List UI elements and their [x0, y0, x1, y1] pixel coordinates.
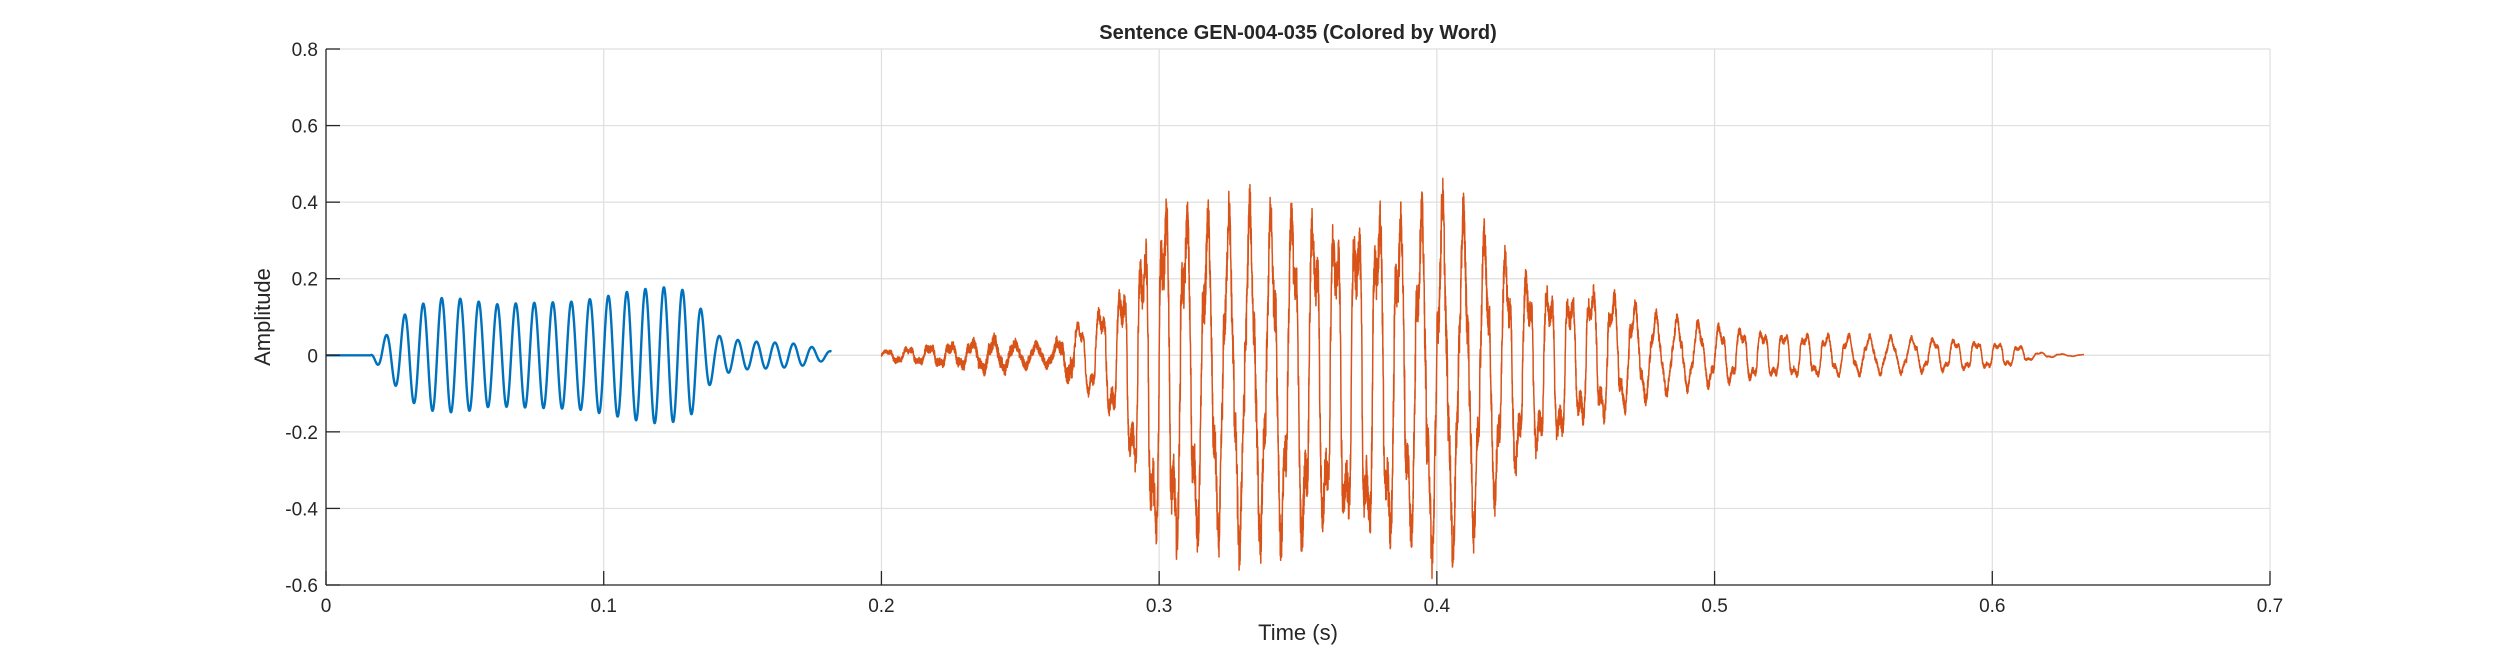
y-tick-label: 0.2	[292, 270, 318, 291]
x-tick-label: 0.3	[1146, 596, 1172, 617]
waveform-series-1	[326, 286, 833, 425]
x-tick-label: 0.7	[2257, 596, 2283, 617]
x-axis-ticks: 0 0.1 0.2 0.3 0.4 0.5 0.6 0.7	[321, 571, 2283, 617]
x-tick-label: 0.4	[1424, 596, 1451, 617]
y-axis-label: Amplitude	[250, 268, 275, 366]
y-tick-label: -0.2	[285, 423, 318, 444]
x-tick-label: 0.2	[868, 596, 894, 617]
x-axis-label: Time (s)	[1258, 620, 1338, 645]
y-tick-label: -0.6	[285, 576, 318, 597]
chart-title: Sentence GEN-004-035 (Colored by Word)	[1099, 22, 1497, 44]
x-tick-label: 0.1	[591, 596, 617, 617]
plot-area	[326, 177, 2085, 580]
y-tick-label: 0.4	[292, 193, 319, 214]
y-tick-label: 0.6	[292, 117, 318, 138]
y-axis-ticks: -0.6 -0.4 -0.2 0 0.2 0.4 0.6 0.8	[285, 40, 340, 597]
x-tick-label: 0.5	[1701, 596, 1727, 617]
y-tick-label: -0.4	[285, 499, 318, 520]
y-tick-label: 0	[307, 346, 318, 367]
x-tick-label: 0	[321, 596, 332, 617]
y-tick-label: 0.8	[292, 40, 318, 61]
x-tick-label: 0.6	[1979, 596, 2005, 617]
axes	[325, 49, 2270, 586]
waveform-series-2	[880, 177, 2085, 580]
series-layer	[326, 177, 2085, 580]
